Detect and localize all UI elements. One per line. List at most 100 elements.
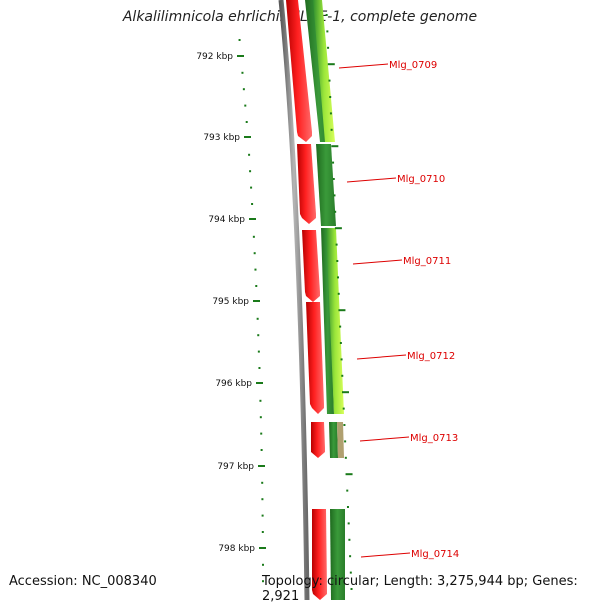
minor-tick — [249, 170, 252, 173]
cds-arrow — [302, 230, 320, 302]
major-tick — [259, 547, 266, 549]
outer-tick — [332, 178, 335, 180]
major-tick — [249, 218, 256, 220]
minor-tick — [250, 186, 253, 189]
cds-arrow — [286, 0, 312, 142]
reverse-track-segment — [313, 0, 335, 142]
gene-label[interactable]: Mlg_0712 — [407, 351, 455, 362]
outer-tick — [327, 63, 335, 66]
tick-label: 795 kbp — [212, 297, 249, 307]
genome-backbone — [278, 0, 310, 600]
major-tick — [244, 136, 251, 138]
tick-label: 794 kbp — [208, 215, 245, 225]
minor-tick — [256, 317, 259, 320]
outer-tick — [327, 46, 330, 49]
outer-tick — [333, 194, 336, 197]
gene-label[interactable]: Mlg_0709 — [389, 60, 437, 71]
minor-tick — [254, 268, 257, 271]
outer-tick — [344, 456, 347, 459]
outer-ticks — [325, 14, 353, 590]
minor-ticks — [238, 39, 264, 583]
gene-label[interactable]: Mlg_0714 — [411, 549, 459, 560]
tick-label: 792 kbp — [196, 52, 233, 62]
outer-tick — [342, 407, 345, 410]
outer-tick — [334, 210, 337, 213]
reverse-track-segment — [330, 509, 345, 600]
gene-leader-line — [356, 354, 407, 360]
outer-tick — [347, 522, 350, 525]
outer-tick — [330, 128, 333, 131]
cds-arrow — [297, 144, 316, 224]
tick-label: 796 kbp — [215, 379, 252, 389]
outer-tick — [336, 260, 339, 262]
outer-tick — [331, 145, 339, 148]
cds-arrow — [312, 509, 327, 600]
minor-tick — [259, 416, 262, 419]
minor-tick — [257, 334, 260, 337]
minor-tick — [262, 580, 264, 583]
gene-leader-line — [359, 436, 410, 442]
scale-ticks: 792 kbp 793 kbp 794 kbp 795 kbp 796 kbp 797 k… — [196, 52, 266, 554]
outer-tick — [343, 424, 346, 426]
reverse-track-segment — [329, 422, 338, 458]
map-title: Alkalilimnicola ehrlichii MLHE-1, comple… — [122, 9, 478, 25]
minor-tick — [260, 432, 263, 435]
reverse-track-segment — [316, 144, 336, 226]
gene-label[interactable]: Mlg_0713 — [410, 433, 458, 444]
outer-tick — [349, 555, 352, 558]
outer-tick — [332, 161, 335, 164]
gene-labels: Mlg_0709 Mlg_0710 Mlg_0711 Mlg_0712 Mlg_0713… — [338, 60, 459, 560]
outer-tick — [350, 588, 353, 590]
gene-leader-line — [338, 63, 389, 69]
outer-tick — [339, 342, 342, 344]
outer-tick — [340, 358, 343, 361]
reverse-track-segment — [321, 228, 334, 414]
minor-tick — [262, 563, 264, 566]
accession-text: Accession: NC_008340 — [9, 574, 157, 589]
minor-tick — [255, 285, 258, 287]
minor-tick — [261, 531, 264, 533]
outer-tick — [346, 489, 349, 492]
major-tick — [253, 300, 260, 302]
tick-label: 793 kbp — [203, 133, 240, 143]
gene-label[interactable]: Mlg_0710 — [397, 174, 445, 185]
minor-tick — [242, 88, 245, 91]
outer-tick — [329, 112, 332, 115]
unknown-feature — [337, 422, 344, 458]
minor-tick — [252, 235, 255, 238]
major-tick — [256, 382, 263, 384]
outer-tick — [341, 374, 344, 377]
major-tick — [258, 465, 265, 467]
gene-leader-line — [360, 552, 411, 558]
minor-tick — [259, 399, 262, 402]
outer-tick — [337, 276, 340, 279]
major-tick — [237, 55, 244, 57]
outer-tick — [334, 227, 342, 230]
tick-label: 798 kbp — [218, 544, 255, 554]
minor-tick — [261, 481, 264, 484]
outer-tick — [325, 14, 328, 16]
minor-tick — [251, 203, 254, 205]
minor-tick — [260, 449, 263, 451]
outer-tick — [338, 309, 346, 312]
outer-tick — [337, 292, 340, 295]
outer-tick — [346, 506, 349, 508]
gene-label[interactable]: Mlg_0711 — [403, 256, 451, 267]
minor-tick — [241, 71, 244, 74]
outer-tick — [326, 30, 329, 33]
outer-tick — [349, 571, 352, 574]
minor-tick — [248, 153, 251, 156]
outer-tick — [339, 325, 342, 328]
outer-tick — [335, 243, 338, 246]
outer-tick — [344, 440, 347, 443]
tick-label: 797 kbp — [217, 462, 254, 472]
minor-tick — [257, 350, 260, 353]
minor-tick — [253, 252, 256, 255]
outer-tick — [348, 538, 351, 541]
gene-leader-line — [346, 177, 397, 183]
minor-tick — [261, 498, 264, 501]
reverse-track-segment — [326, 228, 344, 414]
outer-tick — [328, 79, 331, 82]
minor-tick — [245, 121, 248, 123]
